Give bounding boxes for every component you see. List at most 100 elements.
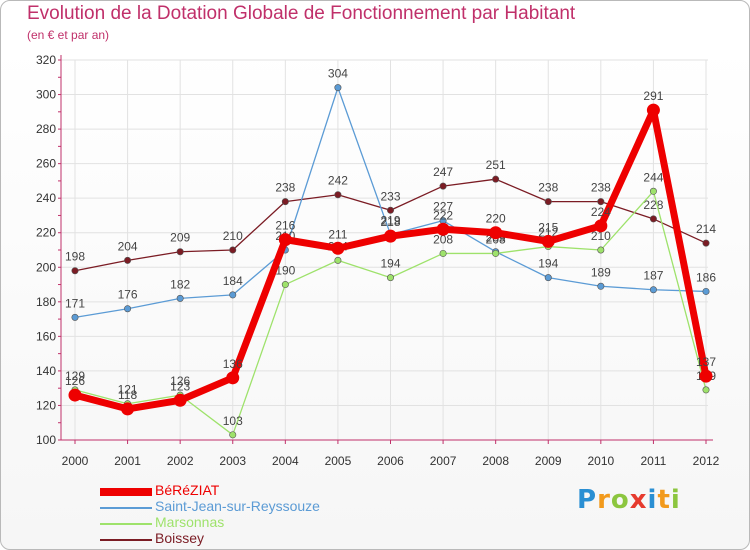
data-label: 182 <box>170 277 190 291</box>
data-point <box>489 226 503 240</box>
x-tick-label: 2000 <box>62 454 89 468</box>
data-point <box>702 287 710 295</box>
chart-subtitle: (en € et par an) <box>27 28 110 42</box>
data-point <box>281 198 289 206</box>
data-point <box>334 191 342 199</box>
data-label: 171 <box>65 296 85 310</box>
data-label: 220 <box>486 212 506 226</box>
data-label: 238 <box>275 181 295 195</box>
x-tick-label: 2006 <box>377 454 404 468</box>
data-point <box>702 239 710 247</box>
y-tick-label: 120 <box>36 398 56 412</box>
data-label: 210 <box>591 229 611 243</box>
data-point <box>439 182 447 190</box>
y-tick-label: 300 <box>36 88 56 102</box>
data-label: 198 <box>65 250 85 264</box>
legend-label: Marsonnas <box>155 514 225 530</box>
chart-title: Evolution de la Dotation Globale de Fonc… <box>27 3 576 24</box>
legend-item: Marsonnas <box>100 514 400 531</box>
x-tick-label: 2012 <box>693 454 720 468</box>
x-tick-label: 2007 <box>430 454 457 468</box>
data-point <box>597 246 605 254</box>
data-label: 215 <box>538 220 558 234</box>
data-label: 186 <box>696 270 716 284</box>
legend-swatch <box>100 488 152 496</box>
y-tick-label: 260 <box>36 157 56 171</box>
data-label: 121 <box>118 383 138 397</box>
data-label: 208 <box>433 232 453 246</box>
data-label: 238 <box>538 181 558 195</box>
data-point <box>436 222 450 236</box>
legend-item: BéRéZIAT <box>100 482 400 499</box>
data-label: 189 <box>591 265 611 279</box>
data-point <box>649 187 657 195</box>
y-tick-label: 240 <box>36 191 56 205</box>
data-label: 222 <box>433 208 453 222</box>
legend-label: Saint-Jean-sur-Reyssouze <box>155 498 320 514</box>
data-label: 184 <box>223 274 243 288</box>
data-label: 291 <box>643 89 663 103</box>
data-point <box>331 241 345 255</box>
data-point <box>229 431 237 439</box>
data-point <box>702 386 710 394</box>
x-tick-label: 2001 <box>114 454 141 468</box>
data-label: 129 <box>65 369 85 383</box>
data-label: 214 <box>696 222 716 236</box>
data-label: 218 <box>380 215 400 229</box>
legend-swatch <box>100 507 152 509</box>
y-tick-label: 180 <box>36 295 56 309</box>
data-label: 233 <box>380 189 400 203</box>
data-point <box>492 175 500 183</box>
data-label: 103 <box>223 414 243 428</box>
legend-item: Saint-Jean-sur-Reyssouze <box>100 498 400 515</box>
logo-letter: t <box>657 485 671 515</box>
logo-letter: i <box>647 485 658 515</box>
logo-letter: o <box>610 485 630 515</box>
data-point <box>229 291 237 299</box>
data-label: 304 <box>328 67 348 81</box>
data-point <box>334 256 342 264</box>
legend-swatch <box>100 539 152 541</box>
data-label: 194 <box>538 257 558 271</box>
y-tick-label: 160 <box>36 329 56 343</box>
data-label: 137 <box>696 355 716 369</box>
data-point <box>68 388 82 402</box>
x-tick-label: 2002 <box>167 454 194 468</box>
legend-label: BéRéZIAT <box>155 482 220 498</box>
data-label: 176 <box>118 288 138 302</box>
data-label: 123 <box>170 379 190 393</box>
data-label: 204 <box>118 239 138 253</box>
data-point <box>544 274 552 282</box>
data-point <box>71 267 79 275</box>
proxiti-logo: Proxiti <box>577 485 681 515</box>
data-point <box>594 219 608 233</box>
data-point <box>597 198 605 206</box>
data-label: 194 <box>380 257 400 271</box>
chart-legend: BéRéZIAT Saint-Jean-sur-Reyssouze Marsonna… <box>100 482 400 547</box>
legend-swatch <box>100 523 152 525</box>
data-label: 219 <box>380 213 400 227</box>
data-point <box>229 246 237 254</box>
data-point <box>278 233 292 247</box>
data-label: 216 <box>275 219 295 233</box>
y-tick-label: 140 <box>36 364 56 378</box>
data-point <box>544 198 552 206</box>
x-tick-label: 2011 <box>641 454 667 468</box>
data-point <box>124 256 132 264</box>
data-point <box>176 294 184 302</box>
data-point <box>281 281 289 289</box>
data-label: 251 <box>486 158 506 172</box>
data-label: 118 <box>118 388 137 402</box>
data-point <box>176 248 184 256</box>
x-tick-label: 2010 <box>587 454 614 468</box>
data-point <box>646 103 660 117</box>
data-point <box>124 305 132 313</box>
data-point <box>386 274 394 282</box>
data-label: 247 <box>433 165 453 179</box>
y-tick-label: 200 <box>36 260 56 274</box>
data-label: 212 <box>538 226 558 240</box>
data-point <box>386 206 394 214</box>
data-point <box>439 249 447 257</box>
legend-label: Boissey <box>155 530 205 546</box>
